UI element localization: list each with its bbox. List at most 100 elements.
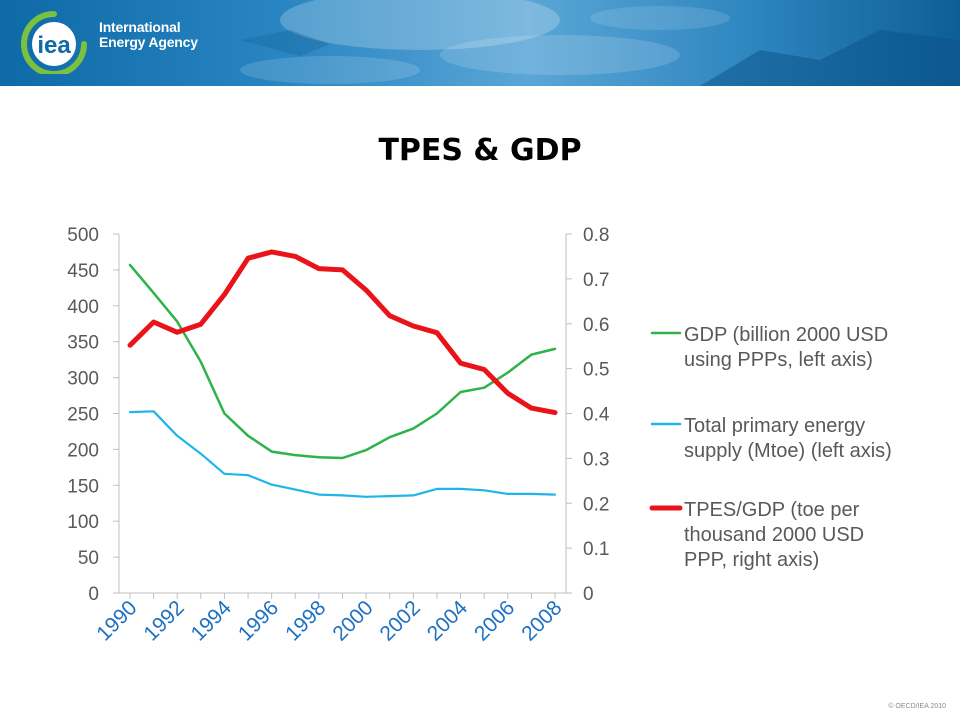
legend-label-line: supply (Mtoe) (left axis) — [684, 440, 892, 462]
data-point — [554, 348, 556, 350]
left-tick-label: 350 — [67, 333, 99, 354]
legend-label-line: TPES/GDP (toe per — [684, 499, 860, 521]
data-point — [483, 387, 485, 389]
data-point — [223, 294, 225, 296]
x-tick-label: 2006 — [470, 596, 519, 645]
data-point — [365, 289, 367, 291]
right-tick-label: 0.1 — [583, 539, 609, 560]
data-point — [271, 251, 273, 253]
data-point — [530, 493, 533, 495]
data-point — [129, 344, 131, 346]
slide-title: TPES & GDP — [378, 133, 582, 168]
x-tick-label: 1992 — [139, 596, 188, 645]
data-point — [554, 412, 556, 414]
data-point — [483, 489, 485, 491]
data-point — [365, 449, 367, 451]
data-point — [200, 361, 202, 363]
data-point — [507, 392, 509, 394]
series-line-0 — [128, 263, 557, 460]
data-point — [436, 332, 438, 334]
data-point — [271, 451, 273, 453]
data-point — [129, 411, 131, 413]
data-point — [200, 323, 202, 325]
right-tick-label: 0.8 — [583, 225, 609, 246]
left-tick-label: 150 — [67, 476, 99, 497]
series-line-1 — [128, 410, 557, 498]
data-point — [507, 372, 509, 374]
data-point — [318, 494, 320, 496]
left-tick-label: 100 — [67, 512, 99, 533]
left-tick-label: 300 — [67, 369, 99, 390]
series-1 — [128, 410, 557, 498]
series-2 — [127, 249, 558, 416]
left-tick-label: 250 — [67, 405, 99, 426]
legend-label-line: PPP, right axis) — [684, 549, 819, 571]
data-point — [460, 488, 462, 490]
right-tick-label: 0.3 — [583, 449, 609, 470]
data-point — [389, 436, 391, 438]
data-point — [247, 435, 249, 437]
data-point — [436, 488, 438, 490]
data-point — [200, 453, 202, 455]
right-tick-label: 0.4 — [583, 405, 610, 426]
right-tick-label: 0.7 — [583, 270, 609, 291]
x-tick-label: 1990 — [92, 596, 141, 645]
data-point — [294, 255, 296, 257]
data-point — [223, 412, 225, 415]
data-point — [412, 325, 414, 327]
chart-legend: GDP (billion 2000 USD using PPPs, left ax… — [649, 324, 892, 571]
left-tick-label: 450 — [67, 261, 99, 282]
data-point — [412, 428, 414, 430]
series-line-2 — [127, 249, 558, 416]
data-point — [436, 412, 438, 415]
data-point — [507, 493, 509, 495]
org-name-line1: International — [99, 19, 181, 35]
left-tick-label: 50 — [78, 548, 99, 569]
data-point — [129, 264, 131, 266]
left-tick-label: 0 — [88, 584, 99, 605]
data-point — [247, 257, 249, 259]
org-name-line2: Energy Agency — [99, 34, 198, 50]
header-banner: iea International Energy Agency — [0, 0, 960, 86]
data-point — [341, 457, 344, 459]
data-point — [247, 474, 249, 476]
data-point — [530, 407, 533, 409]
data-point — [412, 494, 414, 496]
data-point — [460, 362, 462, 364]
right-tick-label: 0.5 — [583, 360, 609, 381]
data-point — [341, 494, 344, 496]
svg-text:iea: iea — [37, 32, 71, 59]
data-point — [341, 269, 344, 271]
legend-label-line: thousand 2000 USD — [684, 524, 864, 546]
x-tick-label: 2004 — [423, 596, 473, 646]
x-tick-label: 1996 — [234, 596, 283, 645]
data-point — [153, 410, 155, 412]
legend-label-line: Total primary energy — [684, 415, 865, 437]
sea-background-image — [240, 0, 960, 86]
iea-logo-icon: iea — [21, 11, 87, 74]
data-point — [483, 368, 485, 371]
data-point — [153, 321, 155, 323]
right-tick-label: 0.6 — [583, 315, 609, 336]
right-tick-label: 0.2 — [583, 494, 609, 515]
data-point — [294, 489, 296, 491]
left-tick-label: 400 — [67, 297, 99, 318]
data-point — [554, 494, 556, 496]
data-point — [271, 484, 273, 486]
legend-label-line: using PPPs, left axis) — [684, 349, 873, 371]
x-tick-label: 2002 — [376, 596, 425, 645]
data-point — [460, 391, 462, 393]
data-point — [176, 435, 178, 437]
legend-label-line: GDP (billion 2000 USD — [684, 324, 888, 346]
left-tick-label: 200 — [67, 440, 99, 461]
x-tick-label: 2008 — [517, 596, 566, 645]
x-tick-label: 2000 — [328, 596, 377, 645]
right-tick-label: 0 — [583, 584, 594, 605]
data-point — [294, 454, 296, 456]
left-tick-label: 500 — [67, 225, 99, 246]
x-tick-label: 1998 — [281, 596, 330, 645]
copyright-notice: © OECD/IEA 2010 — [888, 703, 946, 710]
data-point — [389, 315, 391, 317]
data-point — [176, 331, 178, 333]
